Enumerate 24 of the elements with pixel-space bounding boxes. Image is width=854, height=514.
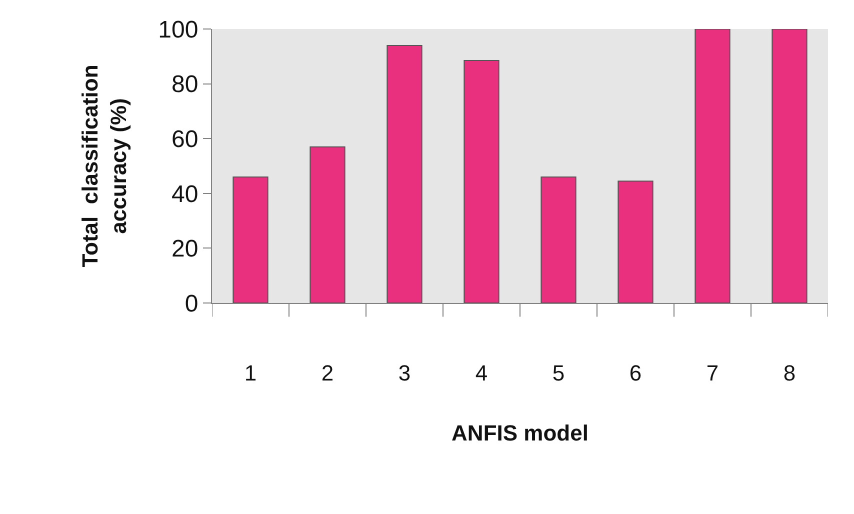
x-axis-title: ANFIS model — [452, 420, 588, 446]
y-tick-label: 20 — [171, 236, 198, 263]
x-tick-label: 3 — [398, 360, 411, 386]
y-axis-title: Total classification accuracy (%) — [77, 64, 131, 268]
x-tick-label: 7 — [706, 360, 719, 386]
bar — [540, 176, 576, 303]
y-tick-label: 60 — [171, 126, 198, 153]
bar — [310, 146, 346, 303]
x-tick-label: 1 — [244, 360, 257, 386]
x-tick-label: 4 — [475, 360, 488, 386]
x-tick-label: 5 — [552, 360, 565, 386]
x-tick-label: 6 — [629, 360, 642, 386]
bar — [618, 180, 654, 303]
y-tick-label: 80 — [171, 71, 198, 98]
bar — [464, 60, 500, 303]
x-tick-label: 2 — [321, 360, 334, 386]
y-tick-label: 100 — [158, 16, 198, 44]
bar — [694, 29, 730, 303]
bar — [386, 44, 422, 303]
bar — [232, 176, 268, 303]
y-tick-label: 0 — [184, 290, 198, 318]
x-tick-label: 8 — [783, 360, 796, 386]
y-tick-label: 40 — [171, 180, 198, 208]
bar — [772, 29, 808, 303]
